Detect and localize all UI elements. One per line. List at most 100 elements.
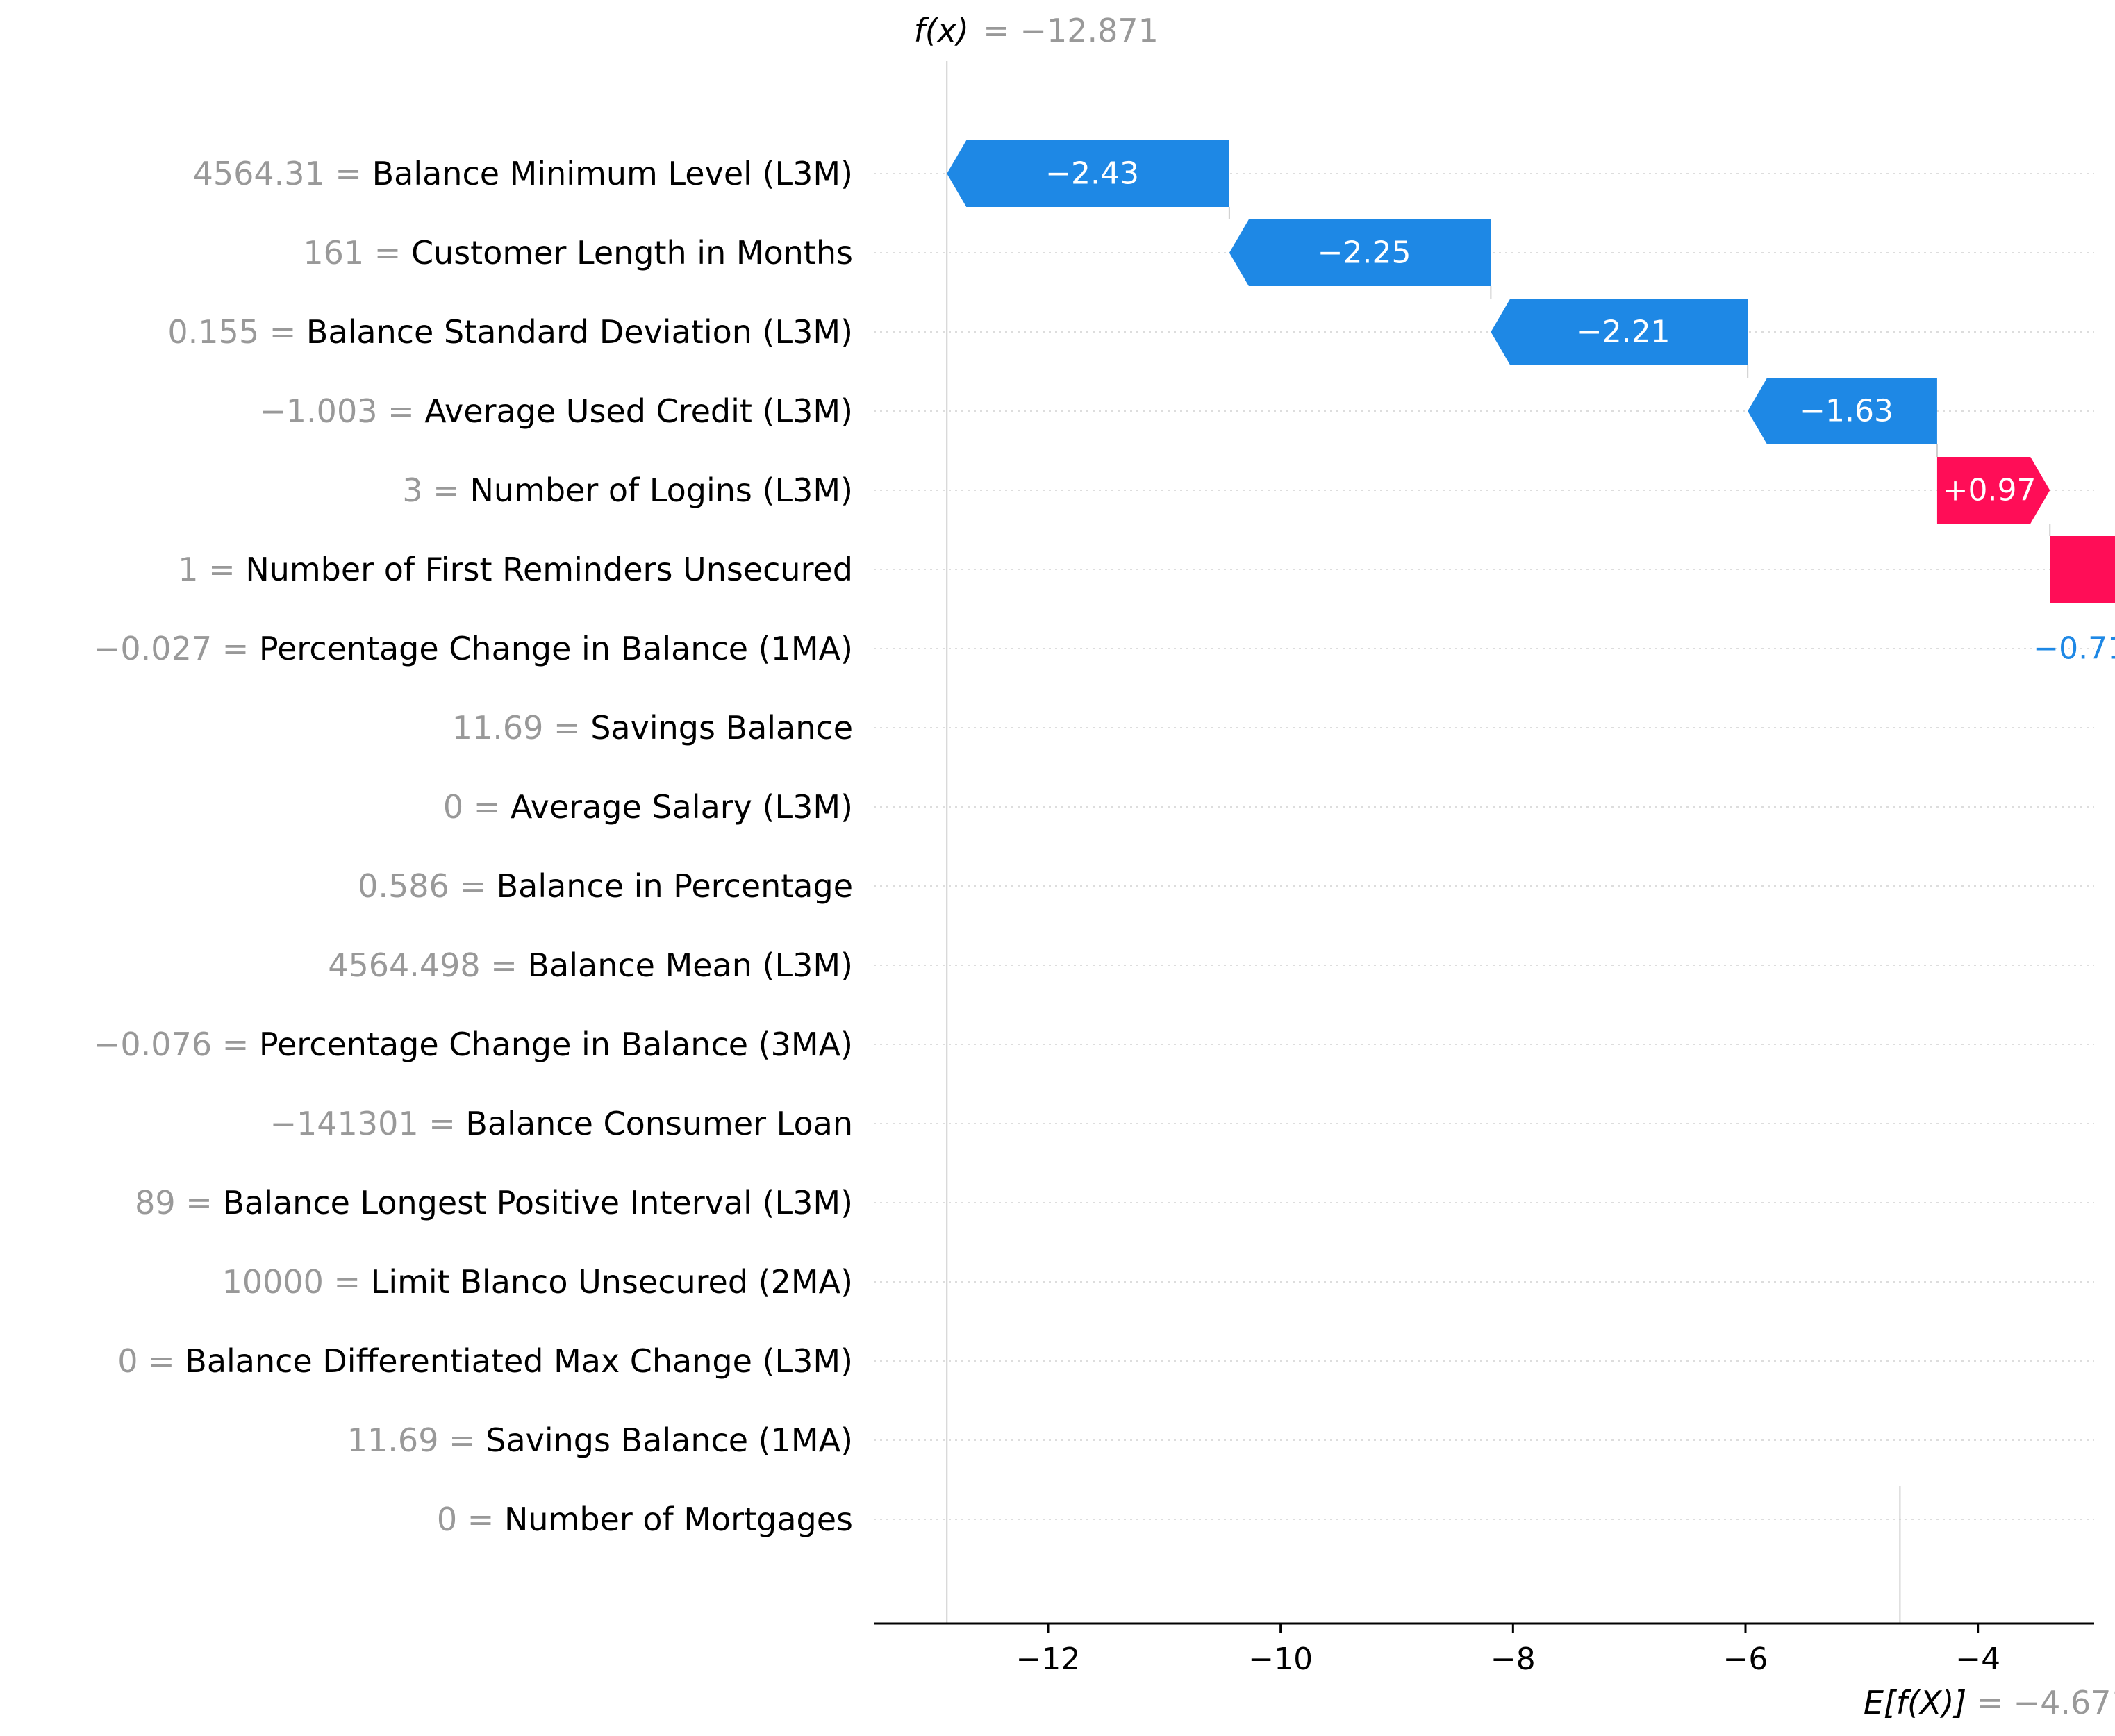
x-tick-label: −8 <box>1491 1642 1536 1677</box>
feature-value: 0 <box>443 788 463 826</box>
feature-label: 89 = Balance Longest Positive Interval (… <box>135 1184 853 1221</box>
feature-name: Balance Minimum Level (L3M) <box>372 155 853 192</box>
feature-value: 0.586 <box>358 867 449 905</box>
feature-value: 10000 <box>222 1263 324 1301</box>
equals-sign: = <box>138 1342 185 1380</box>
feature-label: 0.155 = Balance Standard Deviation (L3M) <box>167 313 853 351</box>
feature-label: 0 = Average Salary (L3M) <box>443 788 853 826</box>
equals-sign: = <box>325 155 372 192</box>
feature-label: 1 = Number of First Reminders Unsecured <box>178 551 853 588</box>
feature-name: Balance Consumer Loan <box>465 1105 853 1142</box>
feature-value: 161 <box>303 234 364 272</box>
equals-sign: = <box>449 867 497 905</box>
base-value-label: E[f(X)] <box>1864 1684 1967 1721</box>
bar-value-label: −1.63 <box>1800 394 1893 429</box>
feature-label: 11.69 = Savings Balance <box>452 709 853 746</box>
feature-value: 0 <box>437 1501 457 1538</box>
equals-sign: = <box>377 392 424 430</box>
feature-value: 0 <box>117 1342 138 1380</box>
feature-value: 11.69 <box>452 709 544 746</box>
waterfall-bars: −2.43−2.25−2.21−1.63+0.97+0.77−0.71−0.59… <box>947 140 2115 667</box>
feature-name: Balance in Percentage <box>497 867 853 905</box>
equals-sign: = <box>438 1421 486 1459</box>
equals-sign: = <box>364 234 411 272</box>
feature-name: Number of First Reminders Unsecured <box>245 551 853 588</box>
feature-name: Savings Balance (1MA) <box>486 1421 853 1459</box>
feature-name: Percentage Change in Balance (3MA) <box>259 1026 853 1063</box>
feature-label: −0.027 = Percentage Change in Balance (1… <box>94 630 853 667</box>
equals-sign: = <box>212 1026 259 1063</box>
feature-name: Number of Mortgages <box>504 1501 853 1538</box>
base-value-value: = −4.671 <box>1976 1684 2115 1721</box>
fx-label: f(x) <box>914 12 969 49</box>
feature-name: Limit Blanco Unsecured (2MA) <box>371 1263 853 1301</box>
equals-sign: = <box>481 946 528 984</box>
feature-name: Balance Mean (L3M) <box>527 946 853 984</box>
feature-value: 3 <box>402 471 422 509</box>
row-gridlines <box>874 173 2094 1520</box>
feature-name: Average Salary (L3M) <box>511 788 853 826</box>
feature-value: −0.027 <box>94 630 212 667</box>
bar-value-label: −2.25 <box>1318 235 1411 271</box>
fx-annotation: f(x) = −12.871 <box>914 12 1159 49</box>
equals-sign: = <box>259 313 306 351</box>
fx-value: = −12.871 <box>983 12 1159 49</box>
equals-sign: = <box>543 709 590 746</box>
feature-label: 0 = Number of Mortgages <box>437 1501 853 1538</box>
feature-name: Balance Differentiated Max Change (L3M) <box>185 1342 853 1380</box>
feature-name: Number of Logins (L3M) <box>470 471 853 509</box>
feature-label: 4564.498 = Balance Mean (L3M) <box>328 946 853 984</box>
feature-label: −0.076 = Percentage Change in Balance (3… <box>94 1026 853 1063</box>
feature-value: −1.003 <box>259 392 377 430</box>
feature-name: Customer Length in Months <box>411 234 853 272</box>
feature-label: 0.586 = Balance in Percentage <box>358 867 853 905</box>
feature-label: 10000 = Limit Blanco Unsecured (2MA) <box>222 1263 853 1301</box>
feature-label: 4564.31 = Balance Minimum Level (L3M) <box>193 155 853 192</box>
feature-value: 0.155 <box>167 313 259 351</box>
x-tick-label: −4 <box>1955 1642 2000 1677</box>
waterfall-bar <box>1491 299 1748 365</box>
bar-value-label: +0.97 <box>1943 473 2037 508</box>
feature-value: 1 <box>178 551 198 588</box>
equals-sign: = <box>463 788 511 826</box>
feature-value: −141301 <box>269 1105 418 1142</box>
equals-sign: = <box>419 1105 466 1142</box>
waterfall-bar <box>1229 219 1491 286</box>
x-tick-label: −12 <box>1016 1642 1081 1677</box>
feature-value: −0.076 <box>94 1026 212 1063</box>
equals-sign: = <box>423 471 470 509</box>
feature-value: 4564.498 <box>328 946 481 984</box>
feature-name: Average Used Credit (L3M) <box>424 392 853 430</box>
x-tick-label: −6 <box>1723 1642 1768 1677</box>
feature-label: 0 = Balance Differentiated Max Change (L… <box>117 1342 853 1380</box>
x-axis: −12 −10 −8 −6 −4 <box>874 1622 2094 1677</box>
bar-value-label: −2.21 <box>1577 315 1670 350</box>
feature-name: Percentage Change in Balance (1MA) <box>259 630 853 667</box>
feature-name: Savings Balance <box>590 709 853 746</box>
bar-value-label: −2.43 <box>1045 156 1139 192</box>
feature-value: 11.69 <box>347 1421 439 1459</box>
reference-lines <box>946 61 1901 1624</box>
base-value-annotation: E[f(X)] = −4.671 <box>1864 1684 2115 1721</box>
feature-label: 11.69 = Savings Balance (1MA) <box>347 1421 853 1459</box>
feature-value: 4564.31 <box>193 155 325 192</box>
bar-value-label: −0.71 <box>2033 631 2115 667</box>
feature-value: 89 <box>135 1184 176 1221</box>
waterfall-bar <box>1936 457 2050 524</box>
waterfall-bar <box>947 140 1229 207</box>
equals-sign: = <box>199 551 246 588</box>
x-tick-label: −10 <box>1248 1642 1313 1677</box>
feature-name: Balance Longest Positive Interval (L3M) <box>222 1184 853 1221</box>
equals-sign: = <box>457 1501 504 1538</box>
equals-sign: = <box>324 1263 371 1301</box>
waterfall-bar <box>1748 378 1937 444</box>
feature-labels: 4564.31 = Balance Minimum Level (L3M) 161… <box>94 155 853 1538</box>
feature-label: −1.003 = Average Used Credit (L3M) <box>259 392 853 430</box>
feature-label: 3 = Number of Logins (L3M) <box>402 471 853 509</box>
equals-sign: = <box>212 630 259 667</box>
feature-label: −141301 = Balance Consumer Loan <box>269 1105 853 1142</box>
equals-sign: = <box>176 1184 223 1221</box>
waterfall-bar <box>2050 536 2115 603</box>
feature-name: Balance Standard Deviation (L3M) <box>306 313 853 351</box>
